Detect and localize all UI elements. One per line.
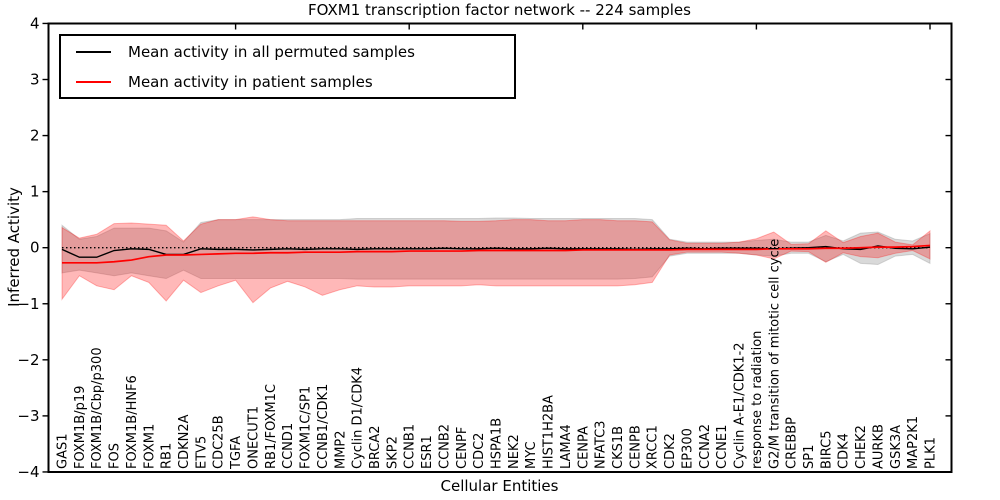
x-tick-label: CCNB1: [403, 424, 418, 469]
x-tick-label: NEK2: [507, 434, 522, 469]
x-tick-label: CDC25B: [212, 415, 227, 469]
x-tick-label: CDKN2A: [177, 414, 192, 469]
x-tick-label: Cyclin A-E1/CDK1-2: [733, 342, 748, 469]
y-tick-label: −4: [17, 463, 39, 481]
x-tick-label: CENPA: [576, 426, 591, 469]
x-tick-label: CKS1B: [611, 426, 626, 469]
x-tick-label: CCNE1: [715, 425, 730, 469]
x-tick-label: CDC2: [472, 433, 487, 469]
x-tick-label: response to radiation: [750, 331, 765, 469]
x-tick-label: FOS: [108, 443, 123, 469]
x-tick-label: Cyclin D1/CDK4: [351, 367, 366, 469]
x-tick-label: GSK3A: [889, 425, 904, 469]
x-tick-label: G2/M transition of mitotic cell cycle: [767, 239, 782, 469]
x-tick-label: FOXM1C/SP1: [299, 386, 314, 469]
x-tick-label: FOXM1B/Cbp/p300: [90, 347, 105, 469]
y-tick-label: 0: [30, 239, 40, 257]
legend-line-swatch-patient: [76, 80, 111, 83]
legend: Mean activity in all permuted samples Me…: [59, 34, 516, 99]
x-tick-label: GAS1: [56, 434, 71, 470]
legend-row-permuted: Mean activity in all permuted samples: [61, 37, 514, 67]
legend-row-patient: Mean activity in patient samples: [61, 67, 514, 97]
x-tick-label: SP1: [802, 445, 817, 469]
x-tick-label: CENPB: [628, 425, 643, 469]
x-tick-label: FOXM1: [142, 424, 157, 469]
x-tick-label: CDK4: [837, 433, 852, 469]
y-axis-title: Inferred Activity: [5, 187, 23, 307]
y-tick-label: 2: [30, 127, 40, 145]
x-tick-label: EP300: [680, 428, 695, 469]
x-tick-label: XRCC1: [646, 425, 661, 469]
x-tick-label: CCND1: [281, 423, 296, 469]
x-tick-label: HIST1H2BA: [542, 395, 557, 469]
y-tick-label: −3: [17, 407, 39, 425]
chart-title: FOXM1 transcription factor network -- 22…: [308, 1, 691, 19]
x-tick-label: PLK1: [924, 437, 939, 469]
x-tick-label: RB1/FOXM1C: [264, 384, 279, 469]
x-tick-label: NFATC3: [594, 421, 609, 469]
x-tick-label: ONECUT1: [246, 406, 261, 469]
x-tick-label: BIRC5: [819, 431, 834, 470]
x-tick-label: CCNB2: [437, 424, 452, 469]
y-tick-label: −1: [17, 295, 39, 313]
y-tick-label: −2: [17, 351, 39, 369]
legend-label-permuted: Mean activity in all permuted samples: [128, 42, 415, 61]
x-tick-label: CCNA2: [698, 424, 713, 469]
x-tick-label: AURKB: [871, 424, 886, 469]
x-tick-label: ETV5: [194, 436, 209, 469]
legend-line-swatch-permuted: [76, 50, 111, 53]
x-tick-label: FOXM1B/p19: [73, 386, 88, 469]
x-axis-title: Cellular Entities: [440, 477, 559, 495]
x-tick-label: SKP2: [385, 436, 400, 469]
x-tick-label: TGFA: [229, 436, 244, 470]
legend-label-patient: Mean activity in patient samples: [128, 72, 373, 91]
x-tick-label: CENPF: [455, 427, 470, 469]
x-tick-label: CREBBP: [785, 417, 800, 469]
x-tick-label: MAP2K1: [906, 416, 921, 469]
y-tick-label: 4: [30, 14, 40, 32]
x-tick-label: CHEK2: [854, 425, 869, 469]
x-tick-label: LAMA4: [559, 424, 574, 469]
x-tick-label: CDK2: [663, 433, 678, 469]
x-tick-label: FOXM1B/HNF6: [125, 375, 140, 469]
y-tick-label: 1: [30, 183, 40, 201]
x-tick-label: MMP2: [333, 430, 348, 469]
patient-samples-std-band: [61, 216, 931, 304]
y-tick-label: 3: [30, 71, 40, 89]
x-tick-label: MYC: [524, 441, 539, 469]
x-tick-label: BRCA2: [368, 425, 383, 469]
x-tick-label: CCNB1/CDK1: [316, 384, 331, 469]
mean-line-patient: [62, 244, 931, 264]
x-tick-label: RB1: [160, 443, 175, 469]
x-tick-label: ESR1: [420, 435, 435, 469]
x-tick-label: HSPA1B: [490, 418, 505, 469]
